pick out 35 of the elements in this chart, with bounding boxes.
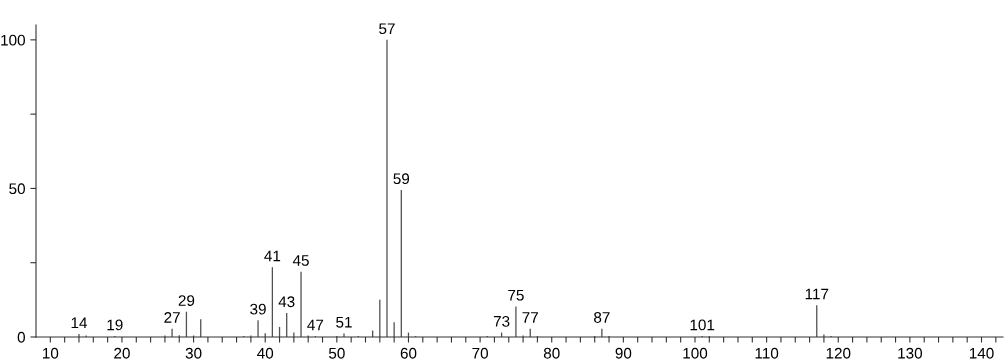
annotation: 73 — [493, 315, 510, 327]
annotation: 75 — [508, 289, 524, 301]
x-tick-label: 100 — [683, 347, 708, 359]
annotation: 27 — [164, 312, 180, 323]
x-tick-label: 130 — [898, 347, 923, 359]
annotation: 47 — [307, 319, 324, 331]
x-tick-label: 10 — [43, 347, 59, 359]
annotation: 41 — [264, 250, 281, 262]
annotation: 77 — [522, 312, 538, 323]
annotation: 45 — [292, 255, 309, 266]
y-tick-label: 100 — [1, 34, 25, 46]
x-tick-label: 110 — [755, 347, 779, 359]
x-tick-label: 50 — [328, 347, 345, 359]
y-tick-label: 0 — [17, 331, 25, 343]
annotation: 87 — [594, 312, 610, 323]
x-tick-label: 70 — [472, 347, 488, 359]
x-tick-label: 60 — [400, 347, 417, 359]
annotation: 59 — [393, 173, 410, 185]
annotation: 14 — [71, 317, 88, 329]
annotation: 29 — [178, 295, 195, 306]
x-tick-label: 120 — [826, 347, 851, 359]
x-tick-label: 140 — [969, 347, 994, 359]
annotation: 101 — [690, 319, 715, 331]
annotation: 117 — [805, 288, 829, 300]
annotation: 51 — [336, 316, 352, 328]
x-tick-label: 90 — [615, 347, 632, 359]
annotation: 43 — [278, 296, 295, 308]
x-tick-label: 30 — [185, 347, 202, 359]
annotation: 39 — [250, 303, 266, 315]
x-tick-label: 40 — [257, 347, 274, 359]
x-tick-label: 20 — [114, 347, 130, 359]
annotation: 57 — [379, 23, 395, 35]
annotation: 19 — [107, 319, 123, 331]
y-tick-label: 50 — [9, 183, 25, 195]
x-tick-label: 80 — [543, 347, 560, 359]
